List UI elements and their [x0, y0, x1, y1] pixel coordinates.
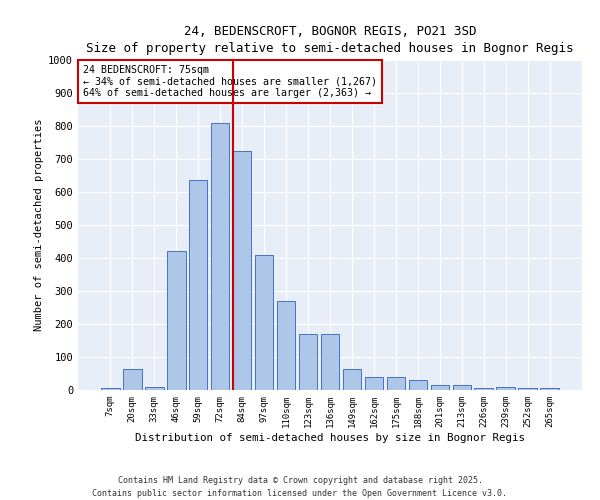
Text: 24 BEDENSCROFT: 75sqm
← 34% of semi-detached houses are smaller (1,267)
64% of s: 24 BEDENSCROFT: 75sqm ← 34% of semi-deta… — [83, 65, 377, 98]
Bar — [475, 388, 493, 390]
Bar — [452, 385, 471, 390]
Bar — [518, 388, 537, 390]
Bar — [496, 386, 515, 390]
Title: 24, BEDENSCROFT, BOGNOR REGIS, PO21 3SD
Size of property relative to semi-detach: 24, BEDENSCROFT, BOGNOR REGIS, PO21 3SD … — [86, 24, 574, 54]
Bar — [145, 386, 164, 390]
Bar — [277, 301, 295, 390]
Bar — [365, 377, 383, 390]
Bar — [386, 377, 405, 390]
Bar — [541, 388, 559, 390]
Bar — [409, 380, 427, 390]
Bar — [189, 180, 208, 390]
Bar — [211, 122, 229, 390]
Bar — [101, 388, 119, 390]
Bar — [233, 151, 251, 390]
Bar — [123, 368, 142, 390]
Text: Contains HM Land Registry data © Crown copyright and database right 2025.
Contai: Contains HM Land Registry data © Crown c… — [92, 476, 508, 498]
Bar — [255, 254, 274, 390]
Bar — [343, 368, 361, 390]
X-axis label: Distribution of semi-detached houses by size in Bognor Regis: Distribution of semi-detached houses by … — [135, 432, 525, 442]
Y-axis label: Number of semi-detached properties: Number of semi-detached properties — [34, 118, 44, 331]
Bar — [167, 252, 185, 390]
Bar — [299, 334, 317, 390]
Bar — [320, 334, 340, 390]
Bar — [431, 385, 449, 390]
